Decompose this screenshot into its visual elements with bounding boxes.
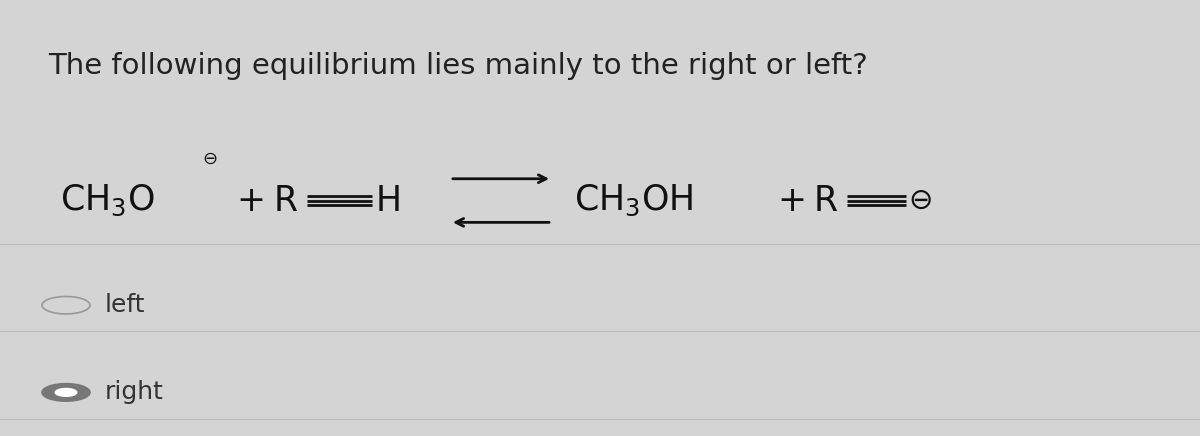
Text: R: R bbox=[274, 184, 298, 218]
Text: H: H bbox=[376, 184, 402, 218]
Text: right: right bbox=[104, 380, 163, 405]
Text: +: + bbox=[236, 184, 265, 218]
Text: The following equilibrium lies mainly to the right or left?: The following equilibrium lies mainly to… bbox=[48, 52, 868, 80]
Text: left: left bbox=[104, 293, 145, 317]
Text: R: R bbox=[814, 184, 838, 218]
Text: $\mathregular{CH_3OH}$: $\mathregular{CH_3OH}$ bbox=[574, 183, 692, 218]
Text: $\mathregular{CH_3O}$: $\mathregular{CH_3O}$ bbox=[60, 183, 155, 218]
Text: +: + bbox=[778, 184, 806, 218]
Text: $\ominus$: $\ominus$ bbox=[202, 150, 217, 168]
Circle shape bbox=[42, 384, 90, 401]
Text: $\ominus$: $\ominus$ bbox=[908, 187, 932, 215]
Circle shape bbox=[55, 388, 77, 396]
